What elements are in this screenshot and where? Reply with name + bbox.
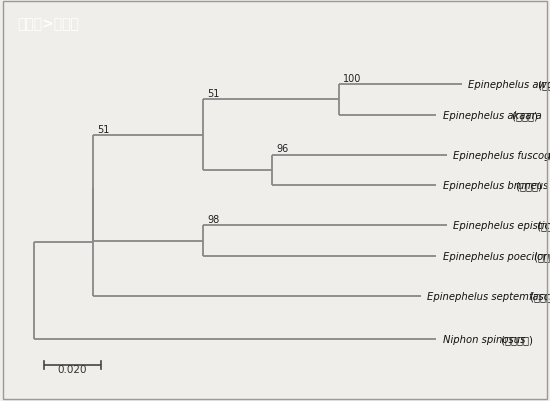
Text: Epinephelus awoara: Epinephelus awoara	[468, 80, 550, 90]
Text: Epinephelus fuscoguttatus: Epinephelus fuscoguttatus	[453, 150, 550, 160]
Text: (점줄우럭): (점줄우럭)	[534, 221, 550, 231]
Text: Epinephelus bruneus: Epinephelus bruneus	[443, 181, 548, 191]
Text: Epinephelus epistictus: Epinephelus epistictus	[453, 221, 550, 231]
Text: (붉바리): (붉바리)	[509, 111, 538, 120]
Text: (농성어): (농성어)	[527, 291, 550, 301]
Text: Niphon spinosus: Niphon spinosus	[443, 334, 525, 344]
Text: 51: 51	[97, 124, 109, 134]
Text: 96: 96	[277, 144, 289, 154]
Text: 51: 51	[207, 89, 219, 99]
Text: Epinephelus septemfasciatus: Epinephelus septemfasciatus	[427, 291, 550, 301]
Text: 농어목>바리과: 농어목>바리과	[18, 18, 80, 31]
Text: (갈색무늬바리): (갈색무늬바리)	[545, 150, 550, 160]
Text: (자바리): (자바리)	[513, 181, 542, 191]
Text: (도도바리): (도도바리)	[535, 80, 550, 90]
Text: (다금바리): (다금바리)	[498, 334, 533, 344]
Text: Epinephelus poecilonotus: Epinephelus poecilonotus	[443, 251, 550, 261]
Text: 0.020: 0.020	[58, 364, 87, 374]
Text: 98: 98	[207, 215, 219, 225]
Text: 100: 100	[343, 74, 361, 84]
Text: (닷줄우럭): (닷줄우럭)	[531, 251, 550, 261]
Text: Epinephelus akaara: Epinephelus akaara	[443, 111, 541, 120]
